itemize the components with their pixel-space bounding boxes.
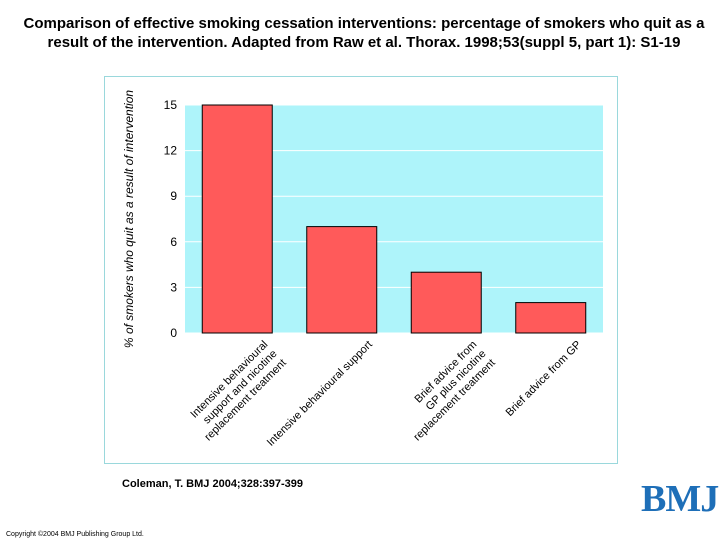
- x-tick-label-line: Intensive behavioural support: [265, 339, 375, 449]
- bar-2: [306, 226, 378, 334]
- bmj-logo: BMJ: [641, 478, 719, 520]
- chart-figure: 0 3 6 9 12 15 % of smokers who quit as a resul…: [104, 76, 618, 464]
- bar-3: [410, 271, 482, 334]
- chart-title: Comparison of effective smoking cessatio…: [23, 15, 705, 51]
- x-tick-label: Intensive behaviouralsupport and nicotin…: [184, 339, 289, 444]
- x-tick-label: Brief advice from GP: [504, 339, 584, 419]
- y-tick-label: 12: [164, 144, 178, 158]
- y-axis-label: % of smokers who quit as a result of int…: [122, 90, 136, 348]
- x-tick-label: Intensive behavioural support: [265, 339, 375, 449]
- bar-chart: 0 3 6 9 12 15 % of smokers who quit as a resul…: [122, 90, 603, 449]
- y-tick-label: 3: [170, 280, 177, 294]
- bar-1: [201, 104, 273, 334]
- bar-4: [515, 302, 587, 334]
- y-tick-label: 0: [170, 326, 177, 340]
- copyright: Copyright ©2004 BMJ Publishing Group Ltd…: [6, 531, 144, 538]
- y-tick-label: 15: [164, 98, 178, 112]
- y-tick-label: 9: [170, 189, 177, 203]
- x-tick-label-line: Brief advice from GP: [504, 339, 584, 419]
- citation: Coleman, T. BMJ 2004;328:397-399: [122, 478, 303, 490]
- y-tick-label: 6: [170, 235, 177, 249]
- x-tick-label: Brief advice fromGP plus nicotinereplace…: [393, 339, 498, 444]
